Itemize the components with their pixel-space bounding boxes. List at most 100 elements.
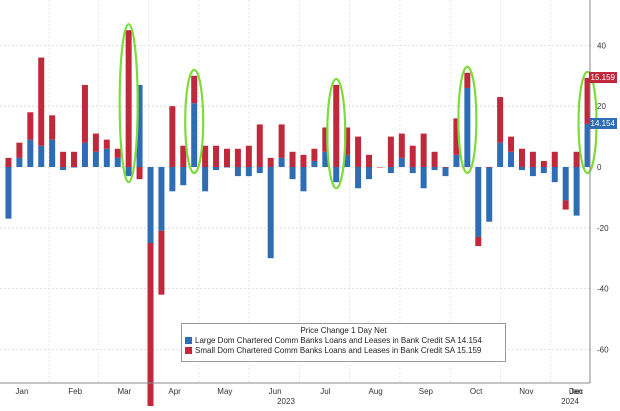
bar-large-banks (409, 167, 416, 174)
bars (5, 30, 591, 411)
x-tick-label: Oct (470, 387, 483, 396)
bar-small-banks (213, 145, 220, 167)
year-label: 2023 (277, 397, 295, 406)
axes: 40 20 0 -20 -40 -60 Jan Feb Mar Apr May Jun Jul Aug Se… (0, 0, 609, 406)
bar-large-banks (551, 167, 558, 183)
x-tick-label: Dec (569, 387, 583, 396)
bar-small-banks (60, 151, 67, 167)
legend-label-large: Large Dom Chartered Comm Banks Loans and… (195, 336, 482, 345)
bar-large-banks (71, 167, 78, 168)
bar-small-banks (114, 148, 121, 158)
bar-small-banks (486, 167, 493, 168)
bar-large-banks (464, 87, 471, 167)
x-tick-label: Sep (419, 387, 434, 396)
y-tick-label: 40 (597, 41, 606, 50)
bar-small-banks (180, 145, 187, 167)
bar-large-banks (245, 167, 252, 177)
bar-large-banks (453, 154, 460, 167)
latest-value-large: 14.154 (588, 117, 617, 129)
bar-large-banks (180, 167, 187, 186)
x-tick-label: Mar (117, 387, 131, 396)
bar-large-banks (289, 167, 296, 180)
bar-small-banks (278, 124, 285, 158)
bar-large-banks (60, 167, 67, 171)
bar-large-banks (300, 167, 307, 192)
bar-small-banks (540, 160, 547, 167)
bar-small-banks (136, 167, 143, 180)
legend-entry-small: Small Dom Chartered Comm Banks Loans and… (185, 346, 505, 355)
bar-large-banks (529, 167, 536, 177)
legend-swatch-small (185, 347, 192, 354)
bar-large-banks (16, 157, 23, 167)
bar-small-banks (497, 97, 504, 143)
y-tick-label: -60 (597, 345, 609, 354)
bar-large-banks (311, 160, 318, 167)
bar-small-banks (49, 115, 56, 140)
bar-small-banks (158, 230, 165, 295)
bar-small-banks (442, 167, 449, 168)
latest-value-small: 15.159 (588, 71, 617, 83)
bar-small-banks (333, 84, 340, 167)
bar-large-banks (497, 142, 504, 167)
legend-swatch-large (185, 337, 192, 344)
bar-large-banks (355, 167, 362, 189)
highlight-ellipse (457, 65, 478, 175)
bar-large-banks (333, 167, 340, 183)
bar-large-banks (136, 84, 143, 167)
bar-large-banks (486, 167, 493, 222)
bar-small-banks (125, 30, 132, 168)
bar-small-banks (475, 236, 482, 247)
bar-small-banks (322, 127, 329, 152)
bar-large-banks (49, 139, 56, 167)
highlight-ellipse (118, 23, 139, 184)
bar-small-banks (453, 118, 460, 155)
bar-large-banks (234, 167, 241, 177)
x-tick-label: Feb (68, 387, 82, 396)
bar-small-banks (409, 145, 416, 167)
bar-large-banks (475, 167, 482, 237)
bar-small-banks (311, 148, 318, 161)
bar-large-banks (442, 167, 449, 177)
bar-large-banks (518, 167, 525, 171)
bar-small-banks (245, 145, 252, 167)
bar-small-banks (431, 151, 438, 167)
bar-large-banks (92, 151, 99, 167)
bar-large-banks (508, 151, 515, 167)
x-tick-label: Nov (519, 387, 533, 396)
highlight-ellipses (118, 23, 598, 190)
bar-large-banks (267, 167, 274, 259)
bar-small-banks (16, 142, 23, 158)
bar-small-banks (202, 145, 209, 167)
y-tick-label: -20 (597, 224, 609, 233)
bar-large-banks (38, 145, 45, 167)
x-tick-label: Jan (570, 387, 583, 396)
bar-small-banks (464, 72, 471, 88)
bar-small-banks (267, 157, 274, 167)
bar-small-banks (38, 57, 45, 146)
bar-small-banks (398, 133, 405, 158)
bar-small-banks (518, 148, 525, 167)
bar-large-banks (223, 167, 230, 168)
bar-large-banks (125, 167, 132, 177)
bar-small-banks (355, 136, 362, 167)
highlight-ellipse (184, 68, 205, 175)
bar-large-banks (202, 167, 209, 192)
x-tick-label: Jul (320, 387, 330, 396)
bar-small-banks (147, 243, 154, 411)
bar-large-banks (344, 154, 351, 167)
bar-large-banks (191, 103, 198, 167)
x-tick-label: May (217, 387, 232, 396)
bar-small-banks (366, 154, 373, 167)
bar-small-banks (420, 133, 427, 167)
x-tick-label: Apr (168, 387, 181, 396)
bar-small-banks (27, 112, 34, 140)
bar-small-banks (191, 75, 198, 104)
bar-large-banks (562, 167, 569, 201)
bar-large-banks (158, 167, 165, 231)
bar-large-banks (431, 167, 438, 171)
bar-small-banks (562, 200, 569, 210)
bar-large-banks (169, 167, 176, 192)
bar-small-banks (584, 77, 591, 124)
